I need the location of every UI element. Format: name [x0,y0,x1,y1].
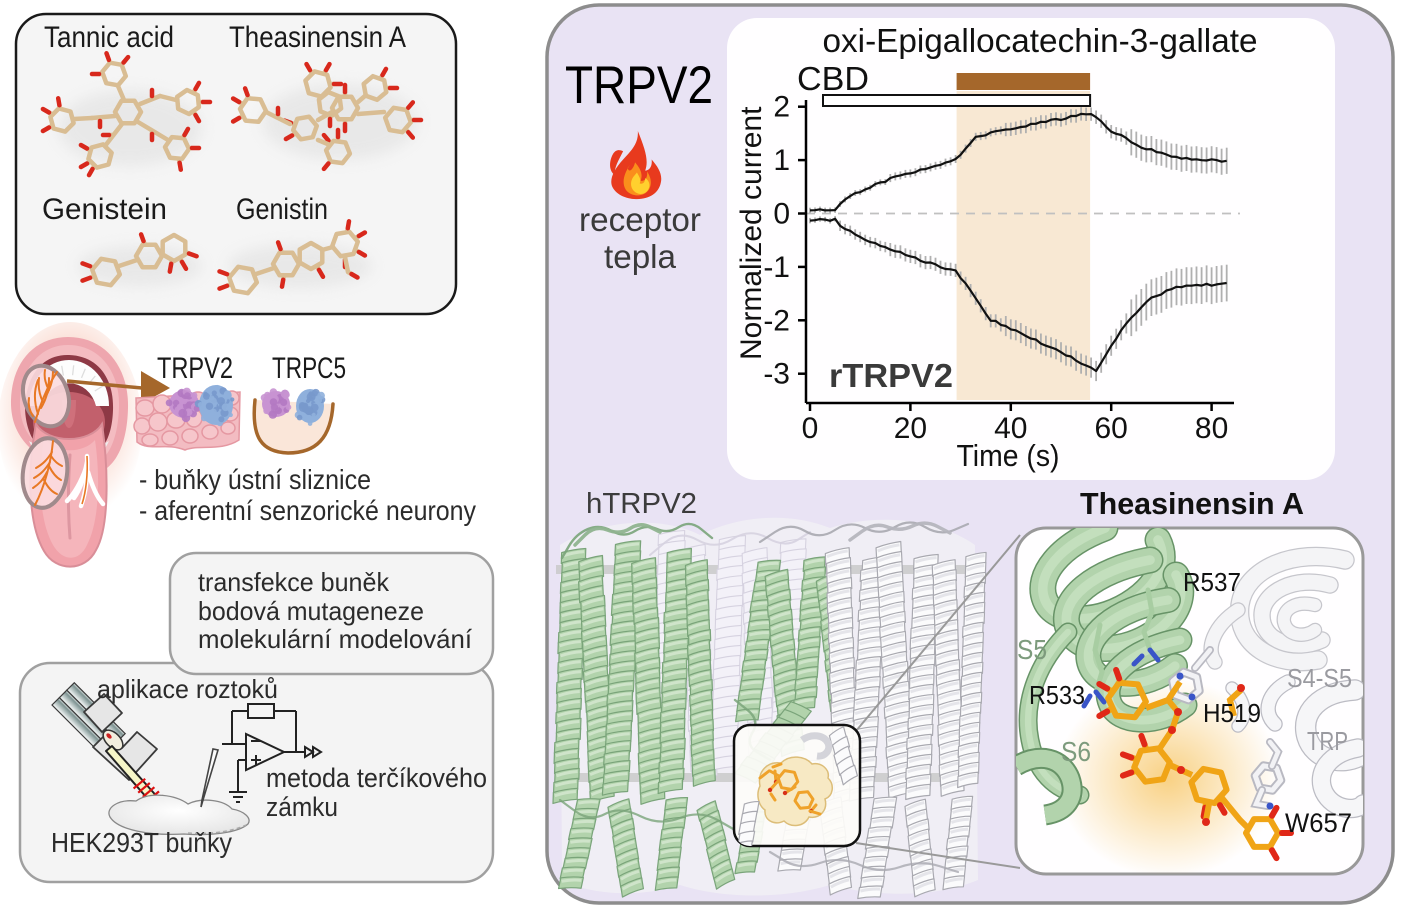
svg-text:Normalized current: Normalized current [735,106,768,360]
svg-text:Genistein: Genistein [42,193,167,226]
svg-text:80: 80 [1195,412,1228,445]
svg-text:-1: -1 [763,251,790,284]
svg-text:HEK293T buňky: HEK293T buňky [51,827,232,858]
svg-text:Genistin: Genistin [236,193,328,226]
svg-text:tepla: tepla [604,238,677,275]
svg-text:Time (s): Time (s) [957,438,1060,473]
svg-text:R533: R533 [1029,680,1085,710]
svg-text:molekulární modelování: molekulární modelování [198,624,473,654]
svg-text:2: 2 [773,91,790,124]
svg-text:Tannic acid: Tannic acid [44,21,174,54]
svg-text:S5: S5 [1017,634,1047,665]
svg-text:0: 0 [802,412,819,445]
svg-text:1: 1 [773,144,790,177]
svg-text:aplikace roztoků: aplikace roztoků [97,674,278,704]
svg-text:-3: -3 [763,358,790,391]
svg-text:S4-S5: S4-S5 [1287,663,1352,693]
svg-text:Theasinensin A: Theasinensin A [229,21,406,54]
svg-text:H519: H519 [1203,698,1261,728]
svg-text:R537: R537 [1183,567,1241,597]
svg-text:- aferentní senzorické neurony: - aferentní senzorické neurony [139,495,476,526]
svg-text:zámku: zámku [266,792,338,822]
svg-text:W657: W657 [1285,808,1352,838]
svg-text:bodová mutageneze: bodová mutageneze [198,596,424,626]
svg-text:Theasinensin A: Theasinensin A [1080,486,1304,521]
svg-text:hTRPV2: hTRPV2 [586,488,697,520]
svg-text:- buňky ústní sliznice: - buňky ústní sliznice [139,464,371,495]
svg-text:60: 60 [1095,412,1128,445]
svg-text:TRPV2: TRPV2 [565,56,713,115]
svg-text:TRP: TRP [1307,726,1348,756]
svg-text:-2: -2 [763,304,790,337]
svg-text:TRPC5: TRPC5 [272,352,346,385]
svg-text:CBD: CBD [797,60,869,97]
svg-text:20: 20 [894,412,927,445]
svg-text:TRPV2: TRPV2 [157,352,233,385]
svg-text:40: 40 [994,412,1027,445]
svg-text:rTRPV2: rTRPV2 [829,357,953,394]
svg-text:oxi-Epigallocatechin-3-gallate: oxi-Epigallocatechin-3-gallate [823,22,1258,59]
svg-text:transfekce buněk: transfekce buněk [198,567,390,597]
svg-text:S6: S6 [1061,736,1091,767]
svg-text:metoda terčíkového: metoda terčíkového [266,763,487,793]
svg-text:receptor: receptor [579,201,701,238]
svg-text:0: 0 [773,198,790,231]
